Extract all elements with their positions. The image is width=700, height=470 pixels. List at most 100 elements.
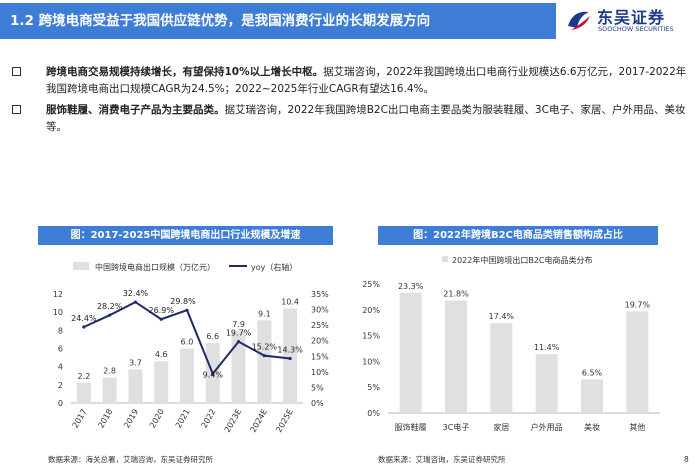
x-tick-label: 2017 [71, 408, 89, 430]
page-number: 8 [684, 455, 689, 464]
yoy-value-label: 15.2% [252, 343, 278, 352]
x-tick-label: 家居 [493, 422, 509, 432]
figure-1-source: 数据来源：海关总署，艾瑞咨询，东吴证券研究所 [48, 455, 213, 464]
yoy-point [211, 372, 215, 376]
x-tick-label: 2022 [200, 408, 218, 430]
x-tick-label: 其他 [629, 422, 645, 432]
y2-tick-label: 15% [311, 352, 329, 361]
bar-value-label: 2.2 [78, 372, 91, 381]
yoy-value-label: 32.4% [123, 289, 149, 298]
bullet-2: 服饰鞋履、消费电子产品为主要品类。据艾瑞咨询，2022年我国跨境B2C出口电商主… [12, 102, 692, 136]
bar-value-label: 17.4% [489, 312, 515, 321]
y-tick-label: 12 [53, 290, 63, 299]
yoy-point [185, 308, 189, 312]
yoy-point [262, 354, 266, 358]
chart-category-share: 2022年中国跨境出口B2C电商品类分布 0% 5% 10% 15% 20% 25% 23.3… [362, 255, 660, 432]
legend-label-line: yoy（右轴） [251, 262, 297, 272]
legend-label-bar: 中国跨境电商出口规模（万亿元） [95, 262, 215, 272]
logo-text-en: SOOCHOW SECURITIES [598, 25, 674, 33]
legend-label: 2022年中国跨境出口B2C电商品类分布 [452, 255, 593, 265]
legend-swatch-bar [73, 262, 89, 270]
y-tick-label: 10 [53, 308, 63, 317]
bullet-1-text: 据艾瑞咨询，2022年我国跨境出口电商行业规模达6.6万亿元，2017-2022… [46, 66, 687, 95]
logo-text-cn: 东吴证券 [597, 8, 666, 27]
y2-tick-label: 25% [311, 321, 329, 330]
yoy-value-label: 28.2% [97, 302, 123, 311]
yoy-point [108, 313, 112, 317]
yoy-value-label: 19.7% [226, 329, 252, 338]
y-tick-label: 20% [362, 306, 380, 315]
bar-value-label: 6.0 [181, 338, 194, 347]
y2-tick-label: 30% [311, 306, 329, 315]
y2-tick-label: 10% [311, 368, 329, 377]
bullet-2-text: 据艾瑞咨询，2022年我国跨境B2C出口电商主要品类为服装鞋履、3C电子、家居、… [46, 104, 686, 133]
y2-tick-label: 20% [311, 337, 329, 346]
yoy-value-label: 24.4% [71, 314, 97, 323]
y-tick-label: 0% [367, 409, 380, 418]
logo-mark-icon [568, 11, 590, 30]
yoy-value-label: 26.9% [149, 306, 175, 315]
checkbox-bullet-icon [12, 105, 21, 114]
yoy-value-label: 9.4% [203, 371, 224, 380]
yoy-point [82, 325, 86, 329]
x-tick-label: 户外用品 [531, 422, 563, 432]
bar-value-label: 6.6 [206, 332, 219, 341]
yoy-point [133, 300, 138, 304]
checkbox-bullet-icon [12, 67, 21, 76]
bullet-2-bold: 服饰鞋履、消费电子产品为主要品类。 [46, 104, 225, 116]
bar [76, 383, 91, 403]
y-tick-label: 0 [58, 399, 63, 408]
bar [102, 377, 117, 403]
y-tick-label: 15% [362, 332, 380, 341]
bar [283, 308, 298, 403]
bar-value-label: 19.7% [625, 300, 651, 309]
x-tick-label: 2023E [223, 408, 244, 435]
bar-value-label: 2.8 [103, 367, 116, 376]
y2-tick-label: 35% [311, 290, 329, 299]
x-tick-label: 2020 [148, 408, 166, 430]
bar [626, 311, 649, 413]
x-tick-label: 3C电子 [443, 422, 470, 432]
bar-value-label: 3.7 [129, 358, 142, 367]
bar [257, 320, 272, 403]
header: 1.2 跨境电商受益于我国供应链优势，是我国消费行业的长期发展方向 东吴证券 S… [0, 0, 700, 44]
figure-1-caption: 图：2017-2025中国跨境电商出口行业规模及增速 [38, 226, 333, 245]
bullet-1-bold: 跨境电商交易规模持续增长，有望保持10%以上增长中枢。 [46, 66, 324, 78]
x-tick-label: 2025E [274, 408, 295, 435]
y-tick-label: 2 [58, 381, 63, 390]
x-tick-label: 2019 [122, 408, 140, 430]
page-title: 1.2 跨境电商受益于我国供应链优势，是我国消费行业的长期发展方向 [10, 13, 431, 29]
bar [581, 379, 603, 413]
bar-value-label: 10.4 [281, 298, 299, 307]
bar-value-label: 11.4% [534, 343, 560, 352]
bar [399, 292, 422, 413]
bar [128, 369, 143, 403]
company-logo: 东吴证券 SOOCHOW SECURITIES [565, 4, 695, 38]
bar-value-label: 6.5% [582, 368, 603, 377]
yoy-value-label: 29.8% [170, 297, 196, 306]
legend-swatch [442, 256, 448, 262]
bar-value-label: 4.6 [155, 350, 168, 359]
y2-tick-label: 0% [311, 399, 324, 408]
figure-2-source: 数据来源：艾瑞咨询，东吴证券研究所 [378, 455, 506, 464]
bar-value-label: 9.1 [258, 309, 271, 318]
x-tick-label: 美妆 [584, 422, 600, 432]
bar [490, 323, 513, 413]
bar-value-label: 21.8% [443, 290, 469, 299]
y-tick-label: 25% [362, 280, 380, 289]
bar [535, 354, 558, 413]
x-tick-label: 2018 [96, 408, 114, 430]
yoy-point [288, 356, 292, 361]
x-tick-label: 2021 [174, 408, 192, 430]
y-tick-label: 10% [362, 357, 380, 366]
title-bar: 1.2 跨境电商受益于我国供应链优势，是我国消费行业的长期发展方向 [0, 3, 556, 39]
bar [180, 348, 194, 403]
x-tick-label: 服饰鞋履 [395, 422, 427, 432]
y-tick-label: 5% [367, 383, 380, 392]
yoy-value-label: 14.3% [277, 345, 303, 354]
bar-value-label: 23.3% [398, 282, 424, 291]
bullet-1: 跨境电商交易规模持续增长，有望保持10%以上增长中枢。据艾瑞咨询，2022年我国… [12, 64, 692, 98]
x-tick-label: 2024E [249, 408, 270, 435]
yoy-point [159, 317, 163, 321]
y-tick-label: 4 [58, 363, 63, 372]
